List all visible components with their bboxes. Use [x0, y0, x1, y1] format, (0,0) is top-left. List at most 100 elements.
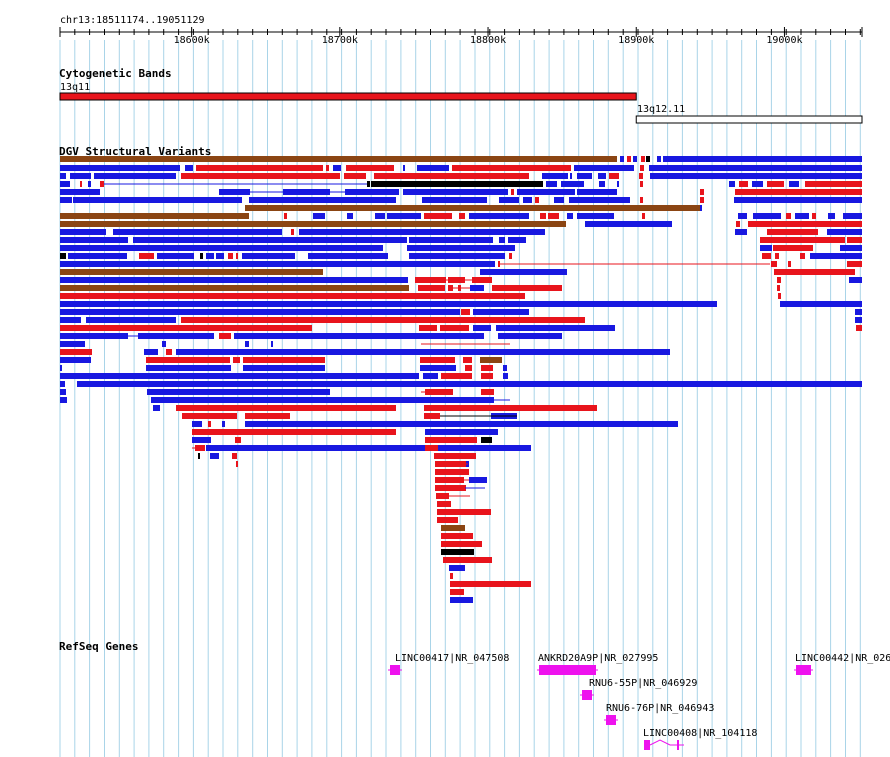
dgv-variant-feature — [827, 229, 862, 235]
dgv-variant-feature — [441, 533, 473, 539]
dgv-variant-feature — [153, 405, 160, 411]
dgv-variant-feature — [440, 325, 469, 331]
dgv-variant-feature — [182, 413, 237, 419]
dgv-variant-feature — [609, 173, 619, 179]
dgv-variant-feature — [60, 373, 419, 379]
dgv-variant-feature — [452, 165, 571, 171]
dgv-variant-feature — [60, 173, 66, 179]
dgv-variant-feature — [86, 317, 176, 323]
dgv-variant-feature — [139, 253, 154, 259]
dgv-variant-feature — [434, 453, 476, 459]
dgv-variant-feature — [208, 421, 211, 427]
dgv-variant-feature — [570, 173, 572, 179]
dgv-variant-feature — [523, 197, 532, 203]
refseq-gene-label[interactable]: LINC00442|NR_026 — [795, 653, 890, 664]
dgv-variant-feature — [778, 293, 781, 299]
dgv-variant-feature — [473, 325, 491, 331]
dgv-variant-feature — [443, 557, 492, 563]
dgv-variant-feature — [642, 213, 645, 219]
dgv-variant-feature — [463, 357, 472, 363]
dgv-variant-feature — [219, 189, 250, 195]
dgv-variant-feature — [729, 181, 735, 187]
dgv-variant-feature — [633, 156, 637, 162]
cytoband-label-13q11: 13q11 — [60, 82, 91, 93]
dgv-variant-feature — [499, 237, 505, 243]
dgv-variant-feature — [736, 221, 740, 227]
cytoband-13q11 — [59, 92, 637, 101]
dgv-variant-feature — [233, 357, 240, 363]
dgv-variant-feature — [60, 277, 408, 283]
dgv-variant-feature — [424, 413, 440, 419]
dgv-variant-feature — [60, 165, 180, 171]
dgv-variant-feature — [415, 277, 446, 283]
dgv-variant-feature — [585, 221, 672, 227]
dgv-variant-feature — [196, 165, 323, 171]
dgv-variant-feature — [60, 325, 312, 331]
cytoband-track — [59, 92, 863, 124]
dgv-variant-feature — [245, 421, 678, 427]
dgv-variant-feature — [805, 181, 862, 187]
dgv-variant-feature — [425, 421, 447, 427]
refseq-gene-label[interactable]: ANKRD20A9P|NR_027995 — [538, 653, 659, 664]
cytoband-label-13q12-11: 13q12.11 — [637, 104, 686, 115]
dgv-variant-feature — [308, 253, 388, 259]
refseq-track — [388, 665, 813, 750]
dgv-variant-feature — [60, 181, 70, 187]
dgv-variant-feature — [773, 245, 813, 251]
dgv-variant-feature — [473, 309, 529, 315]
dgv-variant-feature — [236, 253, 238, 259]
dgv-variant-feature — [60, 357, 91, 363]
dgv-variant-feature — [60, 389, 66, 395]
dgv-variant-feature — [847, 261, 862, 267]
dgv-variant-feature — [775, 253, 779, 259]
dgv-variant-feature — [777, 277, 781, 283]
cytoband-13q12-11 — [635, 115, 863, 124]
dgv-variant-feature — [425, 437, 477, 443]
dgv-variant-feature — [407, 245, 515, 251]
dgv-variant-feature — [640, 165, 644, 171]
dgv-variant-feature — [420, 365, 456, 371]
dgv-variant-feature — [60, 221, 566, 227]
refseq-gene-label[interactable]: RNU6-55P|NR_046929 — [589, 678, 698, 689]
dgv-variant-feature — [94, 173, 176, 179]
dgv-variant-feature — [856, 325, 862, 331]
dgv-variant-feature — [60, 213, 249, 219]
refseq-gene-label[interactable]: LINC00408|NR_104118 — [643, 728, 758, 739]
dgv-variant-feature — [210, 453, 219, 459]
dgv-variant-feature — [344, 173, 366, 179]
dgv-variant-feature — [138, 333, 214, 339]
dgv-variant-feature — [166, 349, 172, 355]
refseq-gene-label[interactable]: RNU6-76P|NR_046943 — [606, 703, 715, 714]
dgv-variant-feature — [481, 373, 493, 379]
refseq-gene-label[interactable]: LINC00417|NR_047508 — [395, 653, 510, 664]
dgv-variant-feature — [235, 437, 241, 443]
ruler-tick-label: 18700k — [321, 35, 358, 46]
dgv-variant-feature — [760, 237, 845, 243]
dgv-variant-feature — [181, 173, 340, 179]
dgv-variant-feature — [481, 365, 493, 371]
dgv-variant-feature — [448, 285, 453, 291]
dgv-variant-feature — [738, 213, 747, 219]
dgv-variant-feature — [503, 365, 507, 371]
dgv-variant-feature — [481, 437, 492, 443]
dgv-variant-feature — [146, 357, 230, 363]
dgv-variant-feature — [469, 213, 529, 219]
dgv-variant-feature — [100, 181, 104, 187]
dgv-variant-feature — [60, 229, 106, 235]
dgv-variant-feature — [403, 165, 405, 171]
dgv-variant-feature — [176, 349, 670, 355]
dgv-variant-feature — [146, 365, 231, 371]
ruler-tick-label: 18600k — [173, 35, 210, 46]
dgv-variant-feature — [228, 253, 233, 259]
dgv-variant-feature — [60, 397, 67, 403]
dgv-variant-feature — [245, 341, 249, 347]
dgv-variant-feature — [450, 597, 473, 603]
dgv-variant-feature — [767, 229, 818, 235]
dgv-variant-feature — [735, 229, 747, 235]
dgv-variant-feature — [450, 573, 453, 579]
dgv-variant-feature — [657, 156, 661, 162]
dgv-variant-feature — [242, 253, 295, 259]
dgv-variant-feature — [409, 237, 493, 243]
dgv-variant-feature — [441, 541, 482, 547]
